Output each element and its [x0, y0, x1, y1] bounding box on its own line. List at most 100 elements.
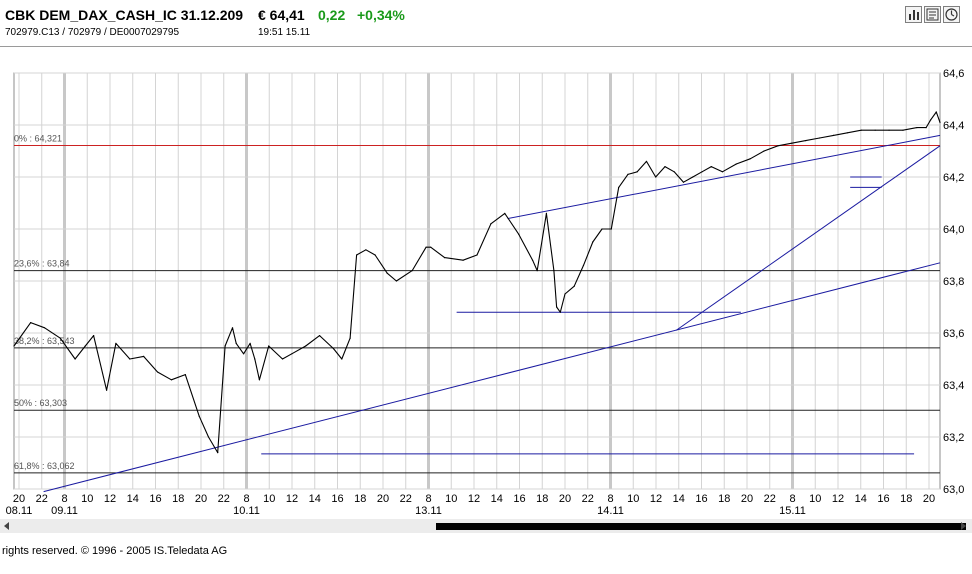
price-point — [318, 335, 321, 337]
x-tick-label: 12 — [468, 493, 480, 505]
price-point — [349, 337, 351, 339]
price-point — [888, 129, 890, 131]
price-point — [860, 129, 862, 131]
price-point — [846, 132, 849, 134]
x-tick-label: 20 — [13, 493, 25, 505]
scroll-right-icon[interactable] — [958, 521, 968, 531]
price-point — [749, 158, 751, 160]
price-chart[interactable]: 63,0 63,2 63,4 63,6 63,8 64,0 64,2 64,4 64,6 0% :… — [0, 47, 972, 519]
price-point — [430, 246, 432, 248]
price-point — [791, 142, 793, 144]
price-point — [143, 355, 145, 357]
price-point — [545, 212, 548, 214]
x-date-label: 09.11 — [51, 505, 78, 517]
price-point — [156, 371, 159, 373]
price-point — [874, 129, 876, 131]
price-point — [832, 134, 835, 136]
price-point — [184, 374, 186, 376]
x-tick-label: 14 — [673, 493, 685, 505]
chart-scrollbar[interactable] — [0, 519, 972, 533]
fibonacci-level-label: 23,6% : 63,84 — [14, 259, 70, 269]
y-tick-label: 64,0 — [943, 224, 964, 236]
price-point — [258, 379, 260, 381]
chart-footer: rights reserved. © 1996 - 2005 IS.Teleda… — [0, 533, 972, 574]
price-point — [710, 166, 712, 168]
price-point — [281, 358, 284, 360]
x-date-label: 10.11 — [233, 505, 260, 517]
x-tick-label: 22 — [582, 493, 594, 505]
x-tick-label: 8 — [243, 493, 249, 505]
price-point — [645, 160, 648, 162]
x-tick-label: 10 — [263, 493, 275, 505]
price-point — [374, 254, 376, 256]
price-point — [217, 452, 219, 454]
price-point — [655, 176, 657, 178]
x-tick-label: 16 — [877, 493, 889, 505]
price-point — [636, 171, 638, 173]
price-point — [673, 171, 675, 173]
price-point — [610, 228, 612, 230]
header-divider — [0, 46, 972, 47]
x-date-label: 14.11 — [597, 505, 624, 517]
price-point — [935, 111, 937, 113]
price-point — [395, 280, 398, 282]
x-tick-label: 10 — [81, 493, 93, 505]
copyright-notice: rights reserved. © 1996 - 2005 IS.Teleda… — [2, 545, 228, 557]
x-tick-label: 12 — [650, 493, 662, 505]
x-tick-label: 16 — [149, 493, 161, 505]
price-point — [198, 415, 200, 417]
x-tick-label: 18 — [354, 493, 366, 505]
y-tick-label: 63,2 — [943, 432, 964, 444]
price-point — [536, 270, 538, 272]
price-point — [291, 353, 293, 355]
price-point — [559, 311, 561, 313]
price-point — [341, 358, 343, 360]
price-point — [777, 145, 779, 147]
price-point — [115, 342, 117, 344]
x-tick-label: 14 — [127, 493, 139, 505]
x-tick-label: 10 — [445, 493, 457, 505]
price-point — [930, 119, 932, 121]
bar-chart-button[interactable] — [905, 6, 922, 23]
clock-button[interactable] — [943, 6, 960, 23]
x-tick-label: 14 — [309, 493, 321, 505]
x-tick-label: 14 — [491, 493, 503, 505]
x-tick-label: 8 — [61, 493, 67, 505]
price-point — [601, 228, 603, 230]
x-tick-label: 20 — [741, 493, 753, 505]
quote-timestamp: 19:51 15.11 — [258, 27, 311, 38]
scroll-left-icon[interactable] — [2, 521, 12, 531]
instrument-identifiers: 702979.C13 / 702979 / DE0007029795 — [5, 27, 180, 38]
price-point — [564, 293, 566, 295]
price-point — [582, 264, 585, 266]
price-point — [490, 223, 492, 225]
price-point — [13, 345, 15, 347]
price-point — [916, 127, 918, 129]
price-point — [701, 171, 703, 173]
x-tick-label: 8 — [425, 493, 431, 505]
price-point — [224, 345, 226, 347]
x-tick-label: 18 — [718, 493, 730, 505]
price-point — [573, 285, 575, 287]
price-point — [106, 389, 108, 391]
news-button[interactable] — [924, 6, 941, 23]
scrollbar-thumb[interactable] — [436, 523, 966, 530]
price-point — [664, 166, 666, 168]
price-change-percent: +0,34% — [357, 7, 405, 23]
x-tick-label: 22 — [400, 493, 412, 505]
price-point — [925, 127, 927, 129]
x-tick-label: 18 — [900, 493, 912, 505]
price-point — [902, 129, 904, 131]
chart-toolbar — [905, 6, 960, 23]
price-point — [231, 327, 234, 329]
x-date-label: 13.11 — [415, 505, 442, 517]
price-point — [254, 358, 256, 360]
x-tick-label: 14 — [855, 493, 867, 505]
price-point — [462, 259, 464, 261]
news-icon — [926, 8, 939, 21]
x-tick-label: 12 — [286, 493, 298, 505]
price-point — [805, 140, 807, 142]
x-tick-label: 18 — [172, 493, 184, 505]
price-point — [721, 171, 723, 173]
price-point — [43, 327, 46, 329]
